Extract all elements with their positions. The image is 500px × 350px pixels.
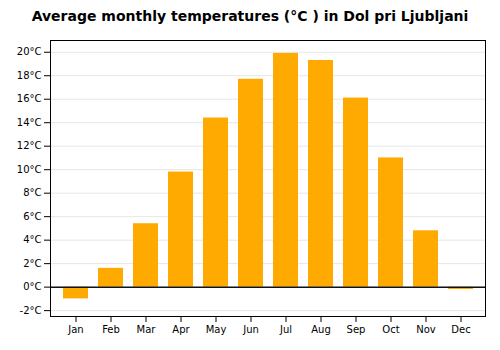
svg-text:14°C: 14°C [17,117,42,128]
svg-text:8°C: 8°C [23,187,41,198]
svg-text:12°C: 12°C [17,140,42,151]
svg-text:Nov: Nov [416,324,436,335]
svg-text:18°C: 18°C [17,70,42,81]
svg-text:Dec: Dec [451,324,470,335]
svg-text:Aug: Aug [311,324,331,335]
svg-text:2°C: 2°C [23,258,41,269]
svg-text:16°C: 16°C [17,93,42,104]
svg-text:Jun: Jun [242,324,259,335]
html-text:Average monthly temperatures (: Average monthly temperatures (°C ) in Do… [31,8,469,24]
svg-text:Sep: Sep [347,324,366,335]
svg-text:Oct: Oct [382,324,399,335]
svg-text:Feb: Feb [102,324,120,335]
svg-text:6°C: 6°C [23,211,41,222]
svg-text:10°C: 10°C [17,164,42,175]
svg-text:0°C: 0°C [23,281,41,292]
svg-text:May: May [206,324,227,335]
svg-text:-2°C: -2°C [20,305,42,316]
svg-text:20°C: 20°C [17,46,42,57]
svg-text:4°C: 4°C [23,234,41,245]
svg-text:Jul: Jul [279,324,292,335]
svg-text:Mar: Mar [137,324,157,335]
svg-text:Apr: Apr [172,324,190,335]
svg-text:Jan: Jan [67,324,83,335]
